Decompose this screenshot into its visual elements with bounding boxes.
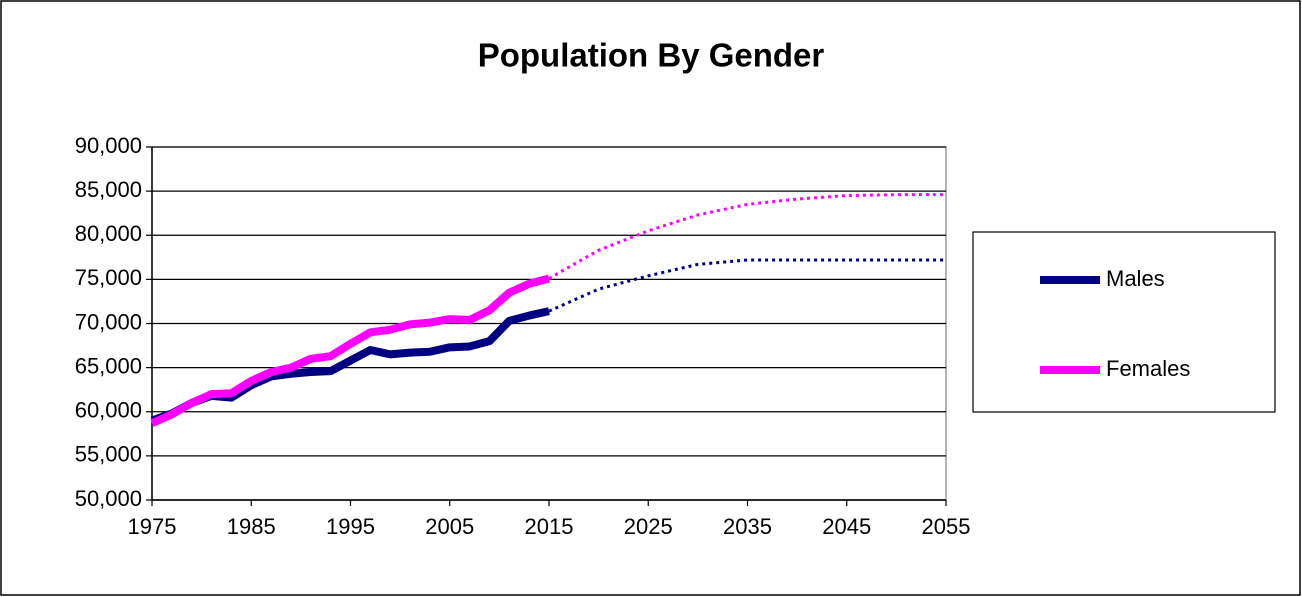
y-tick-label: 80,000 — [75, 221, 142, 246]
y-tick-label: 55,000 — [75, 442, 142, 467]
x-tick-label: 1985 — [227, 514, 276, 539]
y-tick-label: 90,000 — [75, 133, 142, 158]
series-line — [150, 274, 551, 427]
x-tick-label: 2025 — [624, 514, 673, 539]
x-tick-label: 2055 — [922, 514, 971, 539]
y-tick-label: 65,000 — [75, 353, 142, 378]
y-tick-label: 85,000 — [75, 177, 142, 202]
series-line — [548, 193, 946, 280]
y-tick-label: 75,000 — [75, 265, 142, 290]
series-line — [548, 258, 946, 313]
x-tick-label: 1995 — [326, 514, 375, 539]
x-tick-label: 2015 — [525, 514, 574, 539]
x-tick-label: 2045 — [822, 514, 871, 539]
x-tick-label: 1975 — [128, 514, 177, 539]
chart-title: Population By Gender — [478, 37, 825, 74]
y-tick-label: 60,000 — [75, 398, 142, 423]
x-tick-label: 2005 — [425, 514, 474, 539]
legend-label: Females — [1106, 356, 1190, 381]
y-tick-label: 70,000 — [75, 309, 142, 334]
legend-box — [972, 231, 1276, 413]
x-tick-label: 2035 — [723, 514, 772, 539]
y-tick-label: 50,000 — [75, 486, 142, 511]
legend-label: Males — [1106, 266, 1165, 291]
